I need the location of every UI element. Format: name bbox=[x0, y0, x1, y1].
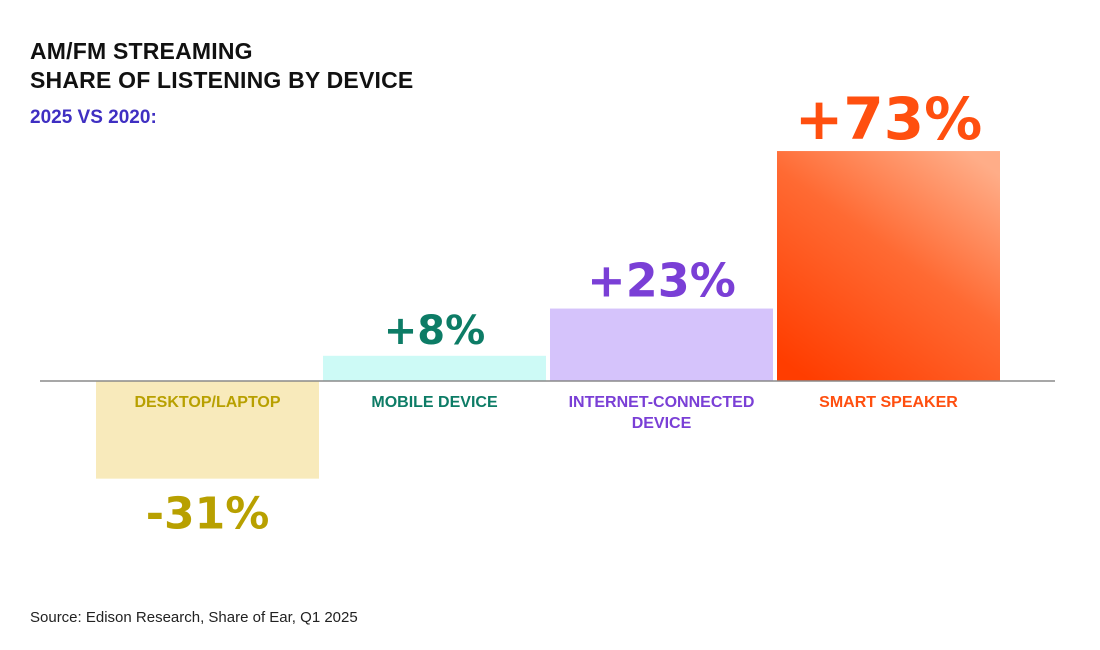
chart-subtitle: 2025 VS 2020: bbox=[30, 107, 157, 128]
chart-title-line-2: SHARE OF LISTENING BY DEVICE bbox=[30, 67, 414, 93]
chart-title: AM/FM STREAMING SHARE OF LISTENING BY DE… bbox=[30, 37, 413, 95]
value-label-smart-speaker: +73% bbox=[795, 85, 982, 153]
bar-internet-connected-device bbox=[550, 308, 773, 381]
chart-title-line-1: AM/FM STREAMING bbox=[30, 38, 253, 64]
bar-mobile-device bbox=[323, 355, 546, 381]
category-label-mobile-device: MOBILE DEVICE bbox=[371, 394, 498, 411]
bar-smart-speaker bbox=[777, 151, 1000, 381]
source-note: Source: Edison Research, Share of Ear, Q… bbox=[30, 609, 358, 626]
category-label-smart-speaker: SMART SPEAKER bbox=[819, 394, 958, 411]
category-label-desktop-laptop: DESKTOP/LAPTOP bbox=[134, 394, 280, 411]
category-label-internet-connected-device: INTERNET-CONNECTED DEVICE bbox=[569, 394, 755, 432]
value-label-mobile-device: +8% bbox=[384, 308, 485, 354]
value-label-internet-connected-device: +23% bbox=[587, 254, 736, 308]
value-label-desktop-laptop: -31% bbox=[146, 489, 270, 540]
bar-desktop-laptop bbox=[96, 381, 319, 479]
